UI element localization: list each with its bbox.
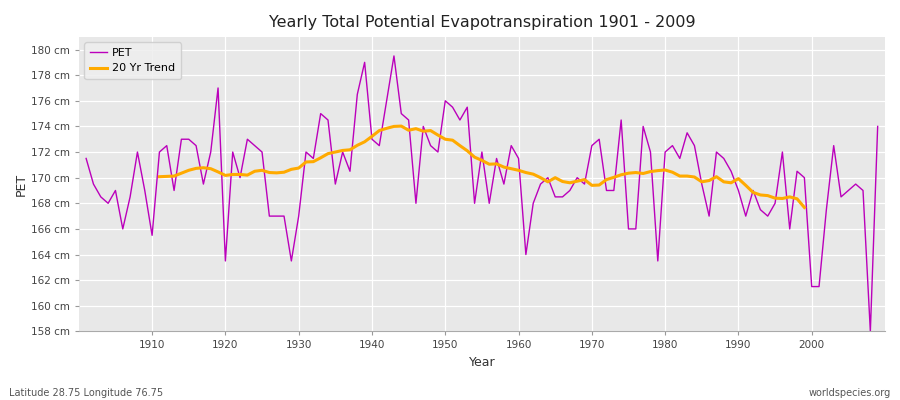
20 Yr Trend	[286, 167, 297, 172]
PET	[520, 252, 531, 257]
20 Yr Trend	[154, 174, 165, 179]
20 Yr Trend	[235, 172, 246, 177]
PET	[865, 329, 876, 334]
20 Yr Trend	[491, 162, 502, 166]
PET	[140, 188, 150, 193]
X-axis label: Year: Year	[469, 356, 495, 369]
20 Yr Trend	[799, 205, 810, 210]
PET	[301, 150, 311, 154]
20 Yr Trend	[220, 173, 230, 178]
PET	[345, 169, 356, 174]
Line: 20 Yr Trend: 20 Yr Trend	[159, 126, 805, 208]
PET	[872, 124, 883, 129]
20 Yr Trend	[410, 126, 421, 131]
Title: Yearly Total Potential Evapotranspiration 1901 - 2009: Yearly Total Potential Evapotranspiratio…	[268, 15, 695, 30]
PET	[81, 156, 92, 161]
PET	[513, 156, 524, 161]
20 Yr Trend	[733, 176, 743, 181]
Line: PET: PET	[86, 56, 878, 332]
PET	[608, 188, 619, 193]
PET	[389, 54, 400, 58]
Text: worldspecies.org: worldspecies.org	[809, 388, 891, 398]
Text: Latitude 28.75 Longitude 76.75: Latitude 28.75 Longitude 76.75	[9, 388, 163, 398]
Legend: PET, 20 Yr Trend: PET, 20 Yr Trend	[85, 42, 181, 79]
Y-axis label: PET: PET	[15, 172, 28, 196]
20 Yr Trend	[396, 124, 407, 128]
